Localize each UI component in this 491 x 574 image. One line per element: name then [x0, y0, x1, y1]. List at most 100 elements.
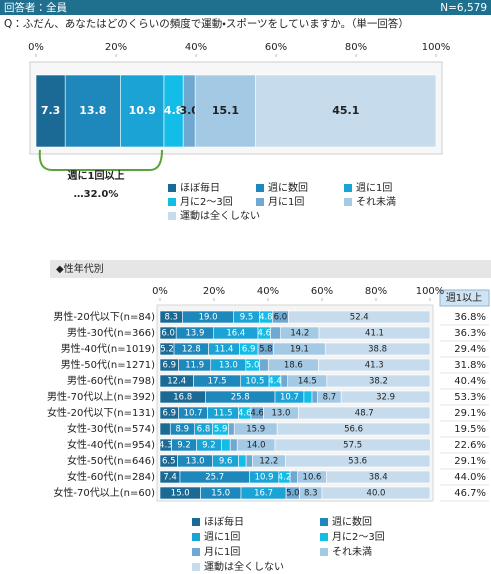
- annotation: 週に1回以上: [68, 169, 125, 182]
- data-label: 13.0: [186, 457, 205, 467]
- summary-value: 29.1%: [454, 408, 486, 419]
- data-label: 4.6: [257, 329, 271, 339]
- data-label: 6.8: [197, 425, 211, 435]
- x-tick-label: 80%: [365, 286, 387, 297]
- data-label: 15.9: [246, 425, 265, 435]
- data-label: 10.7: [280, 393, 299, 403]
- data-label: 10.9: [255, 473, 274, 483]
- x-tick-label: 60%: [311, 286, 333, 297]
- data-label: 6.0: [161, 329, 175, 339]
- x-tick-label: 60%: [265, 42, 287, 53]
- data-label: 14.5: [298, 377, 317, 387]
- y-tick-label: 男性-20代以下(n=84): [53, 310, 155, 323]
- summary-value: 40.4%: [454, 376, 486, 387]
- y-tick-label: 男性-30代(n=366): [67, 326, 155, 339]
- header-bar: [0, 0, 491, 15]
- section-title: ◆性年代別: [56, 262, 104, 275]
- legend-label: ほぼ毎日: [204, 515, 244, 528]
- legend-swatch: [168, 184, 176, 192]
- legend-swatch: [256, 198, 264, 206]
- annotation: …32.0%: [74, 189, 119, 200]
- bar-segment: [35, 74, 66, 148]
- data-label: 17.5: [208, 377, 227, 387]
- summary-value: 29.1%: [454, 456, 486, 467]
- y-tick-label: 男性-40代(n=1019): [61, 342, 155, 355]
- data-label: 14.0: [247, 441, 266, 451]
- bar-segment: [340, 390, 431, 404]
- data-label: 19.0: [199, 313, 218, 323]
- data-label: 5.9: [214, 425, 228, 435]
- bar-segment: [326, 470, 431, 484]
- legend-label: 月に1回: [204, 546, 240, 558]
- bar-segment: [64, 74, 121, 148]
- data-label: 38.8: [368, 345, 387, 355]
- data-label: 4.6: [238, 409, 252, 419]
- data-label: 16.8: [173, 393, 192, 403]
- bar-segment: [229, 438, 238, 452]
- section-band: [50, 260, 491, 278]
- data-label: 7.4: [163, 473, 177, 483]
- legend-label: ほぼ毎日: [180, 181, 220, 194]
- legend-label: 週に数回: [268, 181, 308, 194]
- x-tick-label: 40%: [185, 42, 207, 53]
- data-label: 4.6: [250, 409, 264, 419]
- x-tick-label: 40%: [257, 286, 279, 297]
- data-label: 25.7: [205, 473, 224, 483]
- bar-segment: [194, 74, 256, 148]
- x-tick-label: 20%: [203, 286, 225, 297]
- x-tick-label: 100%: [422, 42, 451, 53]
- y-tick-label: 男性-60代(n=798): [67, 374, 155, 387]
- bar-segment: [270, 326, 281, 340]
- data-label: 6.5: [162, 457, 176, 467]
- bar-segment: [228, 422, 235, 436]
- bar-segment: [288, 310, 431, 324]
- data-label: 16.7: [254, 489, 273, 499]
- data-label: 15.0: [171, 489, 190, 499]
- summary-value: 31.8%: [454, 360, 486, 371]
- data-label: 19.1: [290, 345, 309, 355]
- data-label: 8.3: [304, 489, 318, 499]
- data-label: 14.2: [290, 329, 309, 339]
- y-tick-label: 女性-70代以上(n=60): [53, 486, 155, 499]
- bar-segment: [255, 74, 437, 148]
- legend-label: 運動は全くしない: [180, 209, 260, 222]
- bar-segment: [303, 390, 313, 404]
- legend-swatch: [192, 563, 200, 571]
- data-label: 56.6: [344, 425, 363, 435]
- summary-value: 36.3%: [454, 328, 486, 339]
- x-tick-label: 0%: [28, 42, 44, 53]
- legend-swatch: [168, 212, 176, 220]
- data-label: 13.0: [271, 409, 290, 419]
- summary-header: 週1以上: [446, 292, 482, 304]
- summary-value: 19.5%: [454, 424, 486, 435]
- bar-segment: [311, 390, 318, 404]
- legend-label: 月に2～3回: [180, 196, 233, 208]
- legend-label: 運動は全くしない: [204, 560, 284, 573]
- legend-label: それ未満: [332, 546, 372, 558]
- legend-swatch: [320, 533, 328, 541]
- data-label: 57.5: [343, 441, 362, 451]
- data-label: 6.9: [163, 361, 177, 371]
- legend-swatch: [192, 518, 200, 526]
- bar-segment: [276, 422, 431, 436]
- legend-swatch: [320, 518, 328, 526]
- data-label: 7.3: [41, 104, 61, 117]
- bar-segment: [280, 374, 289, 388]
- legend-label: 週に1回: [356, 182, 392, 194]
- legend-swatch: [256, 184, 264, 192]
- bar-segment: [245, 454, 253, 468]
- x-tick-label: 80%: [345, 42, 367, 53]
- data-label: 12.4: [167, 377, 186, 387]
- data-label: 13.8: [79, 104, 106, 117]
- data-label: 12.8: [182, 345, 201, 355]
- data-label: 9.6: [219, 457, 233, 467]
- data-label: 6.9: [242, 345, 256, 355]
- data-label: 10.7: [184, 409, 203, 419]
- legend-swatch: [192, 548, 200, 556]
- data-label: 6.0: [274, 313, 288, 323]
- data-label: 9.2: [202, 441, 216, 451]
- bar-segment: [220, 438, 231, 452]
- y-tick-label: 男性-50代(n=1271): [61, 358, 155, 371]
- data-label: 52.4: [350, 313, 369, 323]
